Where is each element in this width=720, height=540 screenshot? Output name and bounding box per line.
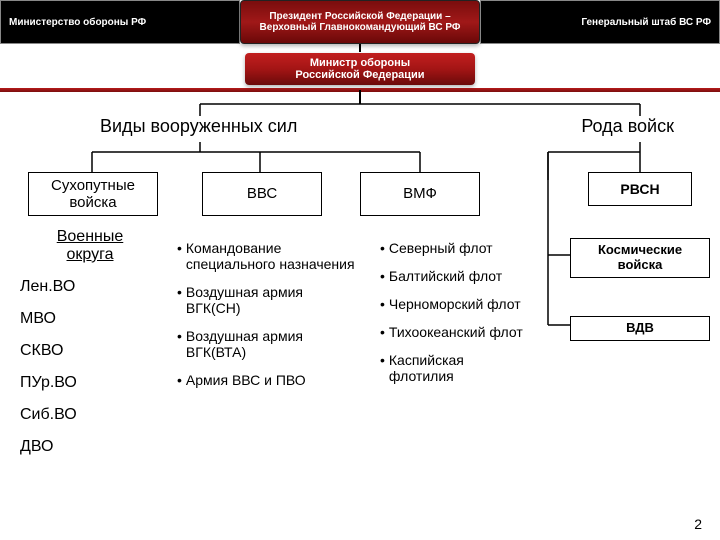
box-space-forces: Космические войска [570,238,710,278]
districts-title: Военные округа [20,228,160,264]
districts-title-l2: округа [20,246,160,264]
kv-l2: войска [573,258,707,273]
district-0: Лен.ВО [20,278,160,296]
box-vvs: ВВС [202,172,322,216]
minister-line2: Российской Федерации [295,69,424,81]
vvs-b3: Армия ВВС и ПВО [177,372,357,388]
kv-l1: Космические [573,243,707,258]
page-number: 2 [694,516,702,532]
district-4: Сиб.ВО [20,406,160,424]
minister-row: Министр обороны Российской Федерации [0,44,720,86]
president-line2: Верховный Главнокомандующий ВС РФ [260,22,461,33]
president-line1: Президент Российской Федерации – [269,11,450,22]
districts-col: Военные округа Лен.ВО МВО СКВО ПУр.ВО Си… [20,228,160,456]
box-vdv: ВДВ [570,316,710,341]
vmf-b0: Северный флот [380,240,525,256]
vmf-b1: Балтийский флот [380,268,525,284]
section-titles: Виды вооруженных сил Рода войск [0,116,720,146]
sv-l1: Сухопутные [51,177,135,194]
vvs-b2: Воздушная армия ВГК(ВТА) [177,328,357,360]
box-rvsn: РВСН [588,172,692,206]
vmf-b2: Черноморский флот [380,296,525,312]
vvs-b0: Командование специального назначения [177,240,357,272]
vmf-b4: Каспийская флотилия [380,352,525,384]
districts-title-l1: Военные [20,228,160,246]
district-5: ДВО [20,438,160,456]
top-header: Министерство обороны РФ Президент Россий… [0,0,720,44]
president-block: Президент Российской Федерации – Верховн… [240,0,480,44]
vvs-col: Командование специального назначения Воз… [177,228,357,388]
roda-col: Космические войска ВДВ [570,228,710,379]
vvs-b1: Воздушная армия ВГК(СН) [177,284,357,316]
vmf-col: Северный флот Балтийский флот Черноморск… [380,228,525,384]
genstaff-label: Генеральный штаб ВС РФ [480,0,720,44]
district-3: ПУр.ВО [20,374,160,392]
box-vmf: ВМФ [360,172,480,216]
minister-block: Министр обороны Российской Федерации [245,53,475,85]
minister-line1: Министр обороны [310,57,410,69]
sv-l2: войска [51,194,135,211]
district-2: СКВО [20,342,160,360]
divider-strip [0,88,720,92]
section-vidy: Виды вооруженных сил [100,116,297,137]
box-ground-forces: Сухопутные войска [28,172,158,216]
section-roda: Рода войск [581,116,674,137]
branch-row: Сухопутные войска ВВС ВМФ РВСН [0,172,720,218]
district-1: МВО [20,310,160,328]
ministry-label: Министерство обороны РФ [0,0,240,44]
vmf-b3: Тихоокеанский флот [380,324,525,340]
